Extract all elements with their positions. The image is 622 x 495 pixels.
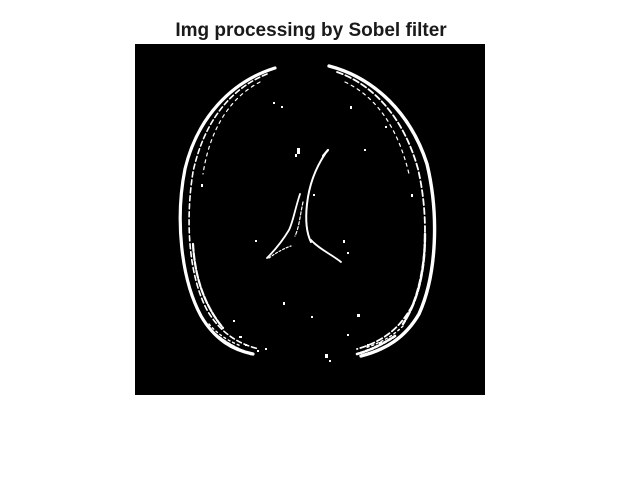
- skull-edge-right: [327, 64, 437, 358]
- sobel-edge-image: [135, 44, 485, 395]
- ventricle-edges: [266, 148, 342, 263]
- image-background: [135, 44, 485, 395]
- skull-edge-left: [178, 66, 277, 356]
- figure-title: Img processing by Sobel filter: [175, 20, 447, 41]
- edge-map-svg: [135, 44, 485, 395]
- interior-edge-specks: [201, 102, 413, 362]
